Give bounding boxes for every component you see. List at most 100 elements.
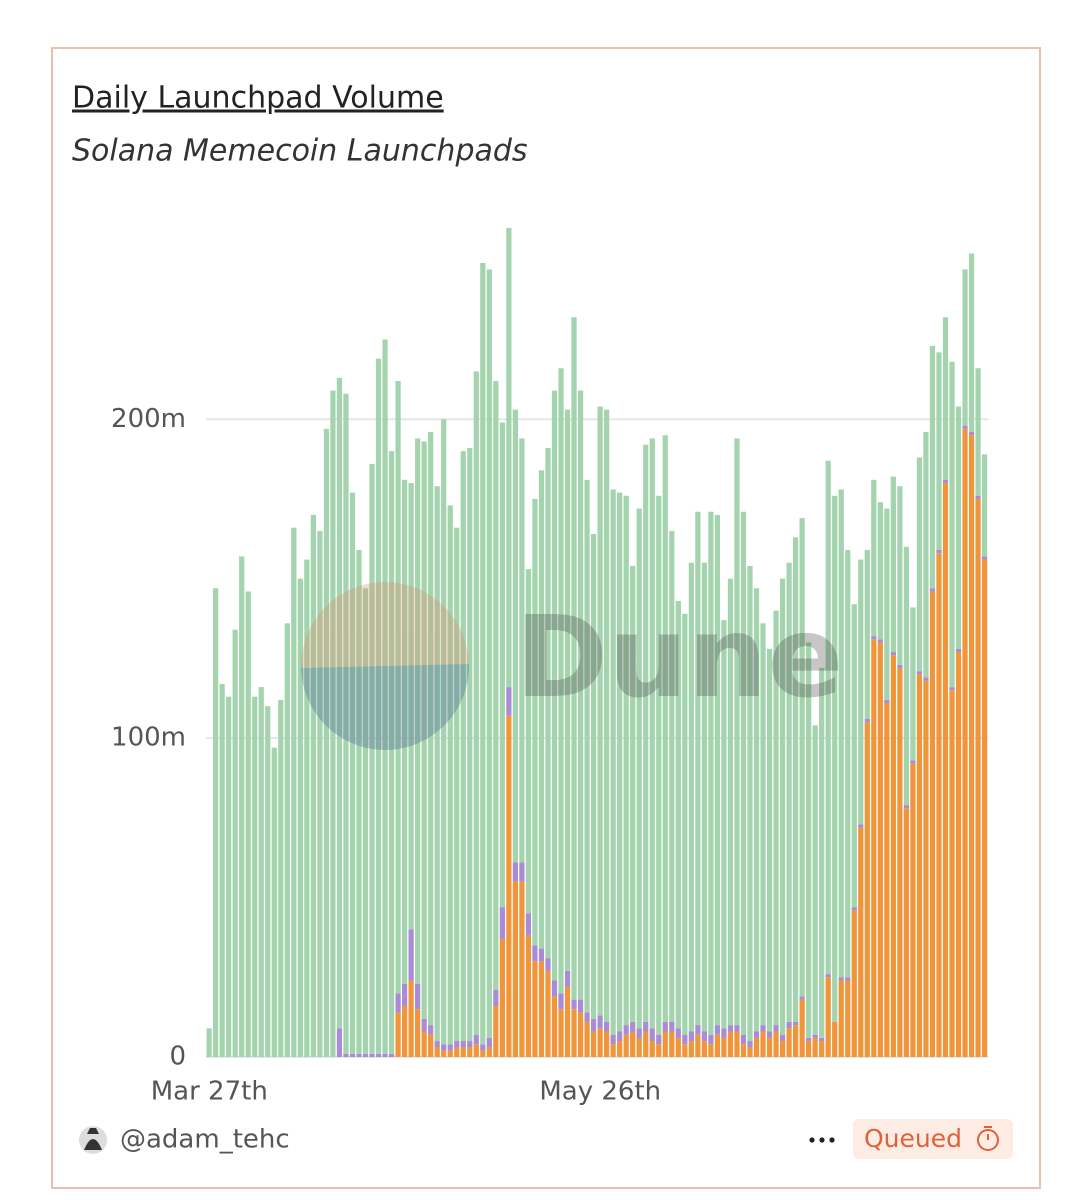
bar-segment (773, 1031, 779, 1057)
bar-segment (864, 722, 870, 1057)
bar-segment (799, 518, 805, 997)
bar-segment (643, 1031, 649, 1057)
bar-segment (981, 559, 988, 1057)
bar-segment (538, 948, 545, 962)
bar-segment (845, 550, 851, 978)
bar-segment (858, 559, 864, 825)
bar-segment (343, 1053, 349, 1057)
bar-segment (968, 253, 975, 433)
bar-segment (571, 1009, 577, 1057)
bar-segment (669, 1031, 675, 1057)
bar-segment (747, 1041, 753, 1048)
chart-subtitle: Solana Memecoin Launchpads (72, 134, 528, 169)
bar-segment (962, 425, 968, 429)
bar-segment (799, 996, 805, 1000)
bar-segment (688, 562, 694, 1032)
bar-segment (851, 604, 857, 908)
bar-segment (480, 1050, 486, 1057)
bar-segment (551, 390, 558, 981)
bar-segment (460, 1047, 466, 1057)
bar-segment (701, 1031, 707, 1042)
bar-segment (343, 393, 349, 1054)
bar-segment (740, 1044, 747, 1057)
bar-segment (467, 447, 473, 1042)
bar-segment (793, 1025, 799, 1057)
bar-segment (695, 1025, 701, 1035)
bar-segment (597, 1028, 603, 1057)
bar-segment (825, 977, 831, 1057)
bar-segment (428, 1025, 434, 1035)
bar-segment (897, 664, 903, 668)
bar-segment (245, 591, 251, 1057)
bar-segment (564, 970, 571, 987)
bar-segment (877, 642, 883, 1057)
bar-segment (688, 1041, 694, 1057)
bar-segment (590, 534, 597, 1019)
bar-segment (740, 1034, 747, 1045)
more-menu[interactable] (809, 1137, 835, 1143)
bar-segment (721, 1037, 727, 1057)
bar-segment (851, 910, 857, 1057)
bar-segment (545, 970, 551, 1057)
bar-segment (375, 358, 382, 1054)
bar-segment (662, 1021, 668, 1032)
bar-segment (336, 377, 343, 1029)
bar-segment (252, 696, 258, 1057)
bar-segment (662, 435, 668, 1022)
bar-segment (753, 1031, 760, 1038)
bar-segment (786, 1028, 792, 1057)
bar-segment (564, 409, 571, 971)
bar-segment (493, 381, 499, 991)
bar-segment (512, 409, 518, 863)
bar-segment (434, 1047, 440, 1057)
bar-segment (486, 1037, 492, 1048)
author[interactable]: @adam_tehc (120, 1125, 290, 1155)
bar-segment (512, 862, 518, 882)
bar-segment (903, 546, 909, 806)
bar-segment (747, 565, 753, 1042)
bar-segment (323, 428, 330, 1057)
bar-segment (975, 498, 981, 1057)
bar-segment (832, 495, 838, 1022)
bar-segment (936, 553, 942, 1057)
watermark-text: Dune (515, 593, 843, 723)
bar-segment (877, 639, 883, 643)
bar-segment (773, 610, 779, 1026)
avatar-figure (84, 1128, 102, 1150)
bar-segment (942, 483, 949, 1058)
bar-segment (649, 438, 655, 1029)
bar-segment (825, 460, 831, 975)
bar-segment (779, 1041, 786, 1057)
bar-segment (473, 371, 479, 1035)
bar-segment (819, 1041, 825, 1057)
bar-segment (695, 511, 701, 1026)
bar-segment (538, 470, 545, 949)
bar-segment (942, 317, 949, 480)
bar-segment (636, 1028, 642, 1038)
status-badge[interactable] (853, 1119, 1013, 1159)
bar-segment (278, 699, 284, 1057)
bar-segment (675, 1028, 681, 1038)
bar-segment (447, 1044, 453, 1051)
dot (829, 1137, 835, 1143)
bar-segment (630, 565, 636, 1022)
bar-segment (584, 1021, 590, 1057)
bar-segment (799, 999, 805, 1057)
bar-segment (871, 479, 877, 637)
bar-segment (825, 974, 831, 978)
bar-segment (929, 591, 936, 1057)
bar-segment (473, 1034, 479, 1045)
bar-segment (415, 1009, 421, 1057)
bar-segment (421, 1031, 427, 1057)
dot (819, 1137, 825, 1143)
bar-segment (688, 1031, 694, 1042)
bar-segment (317, 530, 323, 1057)
bar-segment (558, 368, 564, 994)
bar-segment (590, 1031, 597, 1057)
bar-segment (910, 763, 916, 1057)
bar-segment (734, 1025, 740, 1032)
chart-title[interactable]: Daily Launchpad Volume (72, 81, 444, 116)
bar-segment (473, 1044, 479, 1057)
bar-segment (714, 514, 721, 1026)
